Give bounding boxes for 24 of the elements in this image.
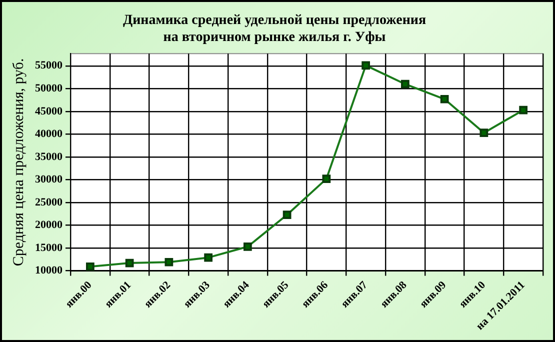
point bbox=[244, 242, 252, 251]
y-tick-label: 50000 bbox=[35, 82, 63, 94]
y-tick-label: 30000 bbox=[35, 174, 63, 186]
point bbox=[125, 258, 134, 268]
point bbox=[401, 80, 410, 88]
y-tick-label: 15000 bbox=[35, 242, 63, 254]
point bbox=[282, 210, 292, 219]
y-tick-label: 45000 bbox=[35, 105, 63, 118]
y-tick-label: 35000 bbox=[35, 150, 63, 163]
point bbox=[440, 94, 449, 104]
y-tick-label: 40000 bbox=[35, 128, 63, 140]
point bbox=[480, 128, 488, 138]
point bbox=[362, 61, 370, 70]
y-tick-label: 55000 bbox=[35, 60, 63, 72]
y-axis-title: Средняя цена предложения, руб. bbox=[10, 58, 27, 266]
chart-title: Динамика средней удельной цены предложения на вторичном рынке жилья г. Уфы bbox=[122, 13, 426, 45]
y-tick-label: 20000 bbox=[35, 219, 63, 232]
point bbox=[322, 174, 331, 183]
y-tick-label: 25000 bbox=[35, 196, 63, 208]
y-tick-label: 10000 bbox=[35, 264, 63, 277]
point bbox=[519, 106, 528, 114]
point bbox=[204, 253, 212, 262]
point bbox=[164, 258, 174, 266]
point bbox=[86, 262, 94, 271]
